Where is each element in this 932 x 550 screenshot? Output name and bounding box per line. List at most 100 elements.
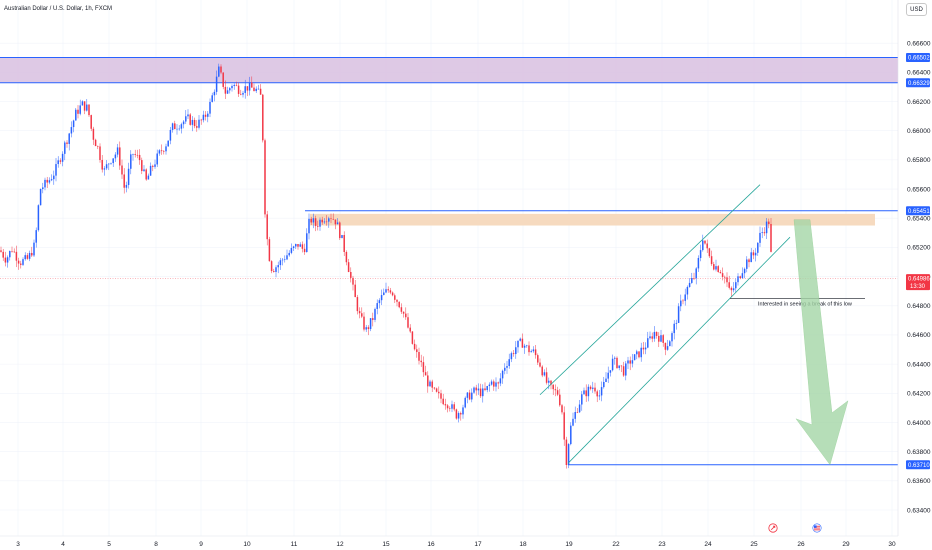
x-tick-label: 16: [427, 541, 435, 548]
candle-body: [255, 88, 257, 92]
candle-body: [180, 124, 183, 129]
candle-body: [460, 413, 462, 415]
candle-body: [464, 397, 466, 408]
candle-body: [644, 347, 647, 350]
level-badge: [906, 78, 930, 88]
candle-body: [715, 266, 717, 270]
candle-body: [620, 365, 623, 367]
candle-body: [477, 388, 480, 391]
candle-body: [611, 358, 614, 371]
candle-body: [266, 214, 268, 240]
x-tick-label: 24: [704, 541, 712, 548]
candle-body: [20, 263, 22, 265]
chart-title: Australian Dollar / U.S. Dollar, 1h, FXC…: [4, 6, 112, 12]
candle-body: [473, 387, 475, 393]
candle-body: [424, 372, 427, 376]
candle-body: [248, 82, 251, 91]
candle-body: [213, 91, 216, 96]
candle-body: [17, 260, 20, 264]
candle-body: [402, 311, 405, 314]
candle-body: [517, 340, 519, 348]
x-tick-label: 18: [519, 541, 527, 548]
candle-body: [347, 262, 350, 272]
candle-body: [739, 276, 741, 278]
candle-body: [721, 273, 724, 277]
candle-body: [264, 140, 266, 215]
candle-body: [92, 128, 95, 140]
candle-body: [660, 335, 662, 342]
candle-body: [178, 128, 180, 130]
candle-body: [565, 439, 568, 465]
grid: [0, 0, 898, 536]
price-axis[interactable]: [898, 0, 932, 536]
candle-body: [127, 168, 130, 185]
countdown-label: 13:30: [910, 284, 926, 290]
candle-body: [649, 336, 651, 339]
candle-body: [699, 250, 702, 258]
candle-body: [691, 278, 693, 283]
x-tick-label: 25: [750, 541, 758, 548]
candle-body: [39, 189, 42, 206]
candle-body: [53, 175, 55, 180]
candle-body: [730, 287, 733, 291]
candle-body: [732, 288, 735, 291]
candle-body: [396, 299, 398, 302]
candle-body: [215, 76, 218, 92]
candle-body: [240, 93, 242, 95]
candle-body: [554, 389, 557, 391]
candle-body: [134, 154, 136, 155]
candle-body: [697, 257, 700, 269]
candle-body: [682, 300, 684, 302]
replay-icon[interactable]: [768, 523, 778, 533]
candle-body: [640, 347, 642, 358]
us-flag-icon[interactable]: [812, 523, 822, 533]
candle-body: [26, 255, 29, 259]
y-tick-label: 0.66400: [907, 70, 931, 77]
candle-body: [231, 85, 233, 89]
channel-lower-line: [567, 236, 791, 464]
candle-body: [270, 261, 273, 272]
candle-body: [242, 92, 244, 95]
candle-body: [484, 388, 486, 391]
y-tick-label: 0.65200: [907, 245, 931, 252]
candle-body: [136, 154, 139, 156]
candle-body: [618, 365, 620, 369]
candle-body: [550, 380, 552, 385]
candle-body: [369, 318, 372, 330]
candle-body: [284, 259, 286, 260]
candle-body: [488, 384, 491, 387]
candle-body: [251, 82, 253, 88]
candle-body: [761, 232, 763, 233]
candle-body: [121, 165, 123, 175]
candle-body: [257, 88, 260, 90]
candle-body: [354, 284, 356, 298]
candle-body: [187, 114, 189, 117]
candle-body: [592, 387, 594, 389]
level-badge: [906, 460, 930, 470]
candle-body: [422, 362, 425, 373]
candle-body: [622, 366, 625, 376]
candle-body: [724, 276, 726, 278]
candle-body: [627, 360, 629, 364]
candle-body: [768, 221, 770, 225]
supply-zone-mid: [310, 213, 875, 226]
candle-body: [145, 169, 147, 180]
candle-body: [457, 413, 460, 419]
horizontal-levels[interactable]: [0, 56, 898, 466]
candle-body: [585, 390, 587, 397]
candle-body: [704, 240, 706, 244]
candle-body: [510, 353, 513, 360]
candle-body: [420, 360, 422, 363]
candle-body: [200, 119, 202, 121]
currency-button[interactable]: USD: [906, 3, 927, 16]
candle-body: [570, 425, 572, 445]
level-badge-label: 0.65451: [908, 209, 930, 215]
candle-body: [306, 233, 308, 253]
y-tick-label: 0.64000: [907, 420, 931, 427]
drawings[interactable]: Interested in seeing a break of this low: [539, 184, 865, 466]
x-tick-label: 26: [797, 541, 805, 548]
candle-body: [587, 386, 590, 397]
